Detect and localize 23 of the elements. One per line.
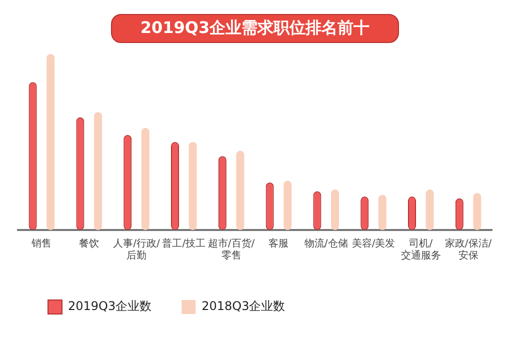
x-tick-label: 家政/保洁/安保 [444,238,492,262]
x-tick-label: 普工/技工 [162,238,206,250]
x-tick-label: 司机/交通服务 [400,238,441,262]
bar [46,54,55,230]
bar [188,142,197,230]
x-tick-label: 餐饮 [79,238,100,250]
x-tick-label: 客服 [268,238,289,250]
bar [284,180,292,230]
bar [94,112,102,230]
chart-title: 2019Q3企业需求职位排名前十 [111,14,399,43]
bar [236,150,244,230]
bar [330,190,339,230]
bar [426,190,434,230]
x-tick-label: 销售 [30,238,52,250]
x-tick-label: 超市/百货/零售 [208,238,256,262]
legend-label: 2019Q3企业数 [68,299,152,314]
bar [378,194,386,230]
x-tick-label: 美容/美发 [352,238,396,250]
bar [473,193,482,230]
legend-label: 2018Q3企业数 [202,299,286,314]
bar [141,128,150,230]
x-tick-label: 人事/行政/后勤 [113,238,160,262]
x-tick-label: 物流/仓储 [304,238,348,250]
